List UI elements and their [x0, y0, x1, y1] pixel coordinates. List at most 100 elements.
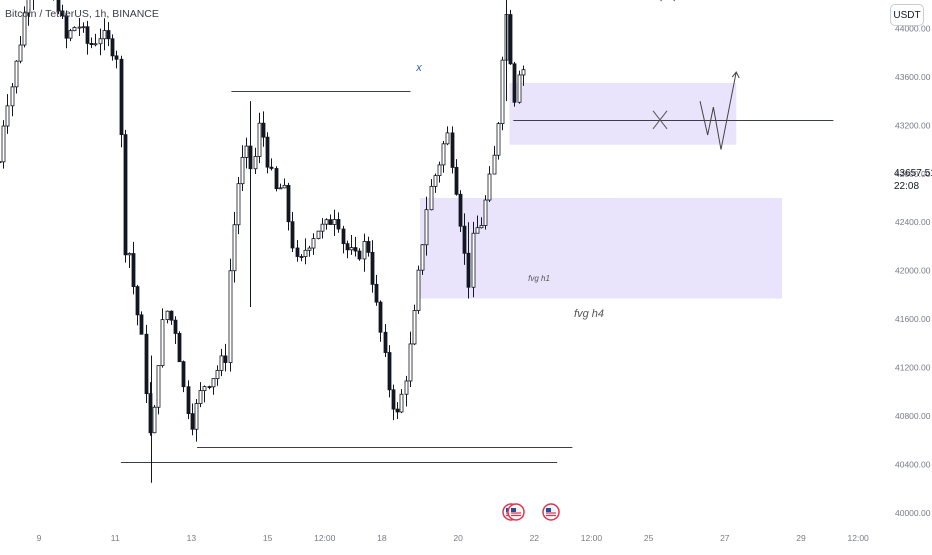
- candle-body: [441, 143, 446, 166]
- symbol-title[interactable]: Bitcoin / TetherUS, 1h, BINANCE: [5, 8, 159, 20]
- candle-body: [328, 219, 333, 225]
- projection-arrowhead: [731, 71, 740, 79]
- candle-body: [299, 256, 304, 258]
- candle-body: [236, 183, 241, 226]
- candle-body: [316, 230, 321, 239]
- current-price-label: 43657.51: [894, 168, 932, 179]
- candle-body: [77, 26, 82, 29]
- candle-body: [181, 361, 186, 388]
- candle-body: [68, 30, 73, 39]
- candle-body: [207, 386, 212, 388]
- candle-body: [160, 319, 165, 367]
- candle-body: [123, 134, 128, 256]
- candle-body: [378, 301, 383, 333]
- event-flags[interactable]: [502, 503, 560, 521]
- us-flag-event-icon[interactable]: [542, 503, 560, 521]
- candle-body: [324, 219, 329, 225]
- fvg-h4-zone: [420, 198, 782, 299]
- candle-body: [144, 333, 149, 395]
- candle-body: [345, 243, 350, 251]
- y-axis-tick-label: 43600.00: [895, 72, 931, 82]
- candle-body: [341, 228, 346, 245]
- target-zone: [509, 82, 737, 145]
- top-level-x-label[interactable]: x: [415, 62, 422, 74]
- price-tag: 43657.51 22:08: [894, 168, 932, 192]
- candle-body: [10, 86, 15, 107]
- marks-layer: [652, 0, 740, 150]
- candle-body: [387, 352, 392, 391]
- candle-body: [404, 380, 409, 395]
- candle-body: [5, 105, 10, 127]
- candle-body: [131, 253, 136, 287]
- candle-body: [135, 286, 140, 316]
- projection-path: [699, 71, 737, 150]
- candle-body: [215, 370, 220, 380]
- candle-body: [462, 225, 467, 254]
- fvg-h4-label[interactable]: fvg h4: [574, 308, 604, 320]
- candle-body: [269, 166, 274, 169]
- candle-body: [265, 136, 270, 168]
- candle-body: [496, 123, 501, 156]
- zones-layer: [420, 82, 782, 299]
- x-axis-tick-label: 25: [644, 533, 654, 543]
- candle-body: [22, 12, 27, 46]
- candle-body: [508, 14, 513, 65]
- candle-body: [119, 58, 124, 136]
- candle-body: [198, 390, 203, 404]
- candles-layer: [0, 0, 526, 483]
- candle-body: [487, 173, 492, 201]
- candle-body: [228, 270, 233, 363]
- candle-body: [374, 283, 379, 303]
- x-axis-tick-label: 27: [720, 533, 730, 543]
- candle-body: [282, 184, 287, 189]
- candle-body: [98, 38, 103, 45]
- x-axis-tick-label: 12:00: [848, 533, 870, 543]
- x-axis-tick-label: 29: [796, 533, 806, 543]
- candle-body: [64, 15, 69, 39]
- cross-mark: [652, 110, 668, 130]
- candle-body: [450, 132, 455, 168]
- candle-body: [165, 310, 170, 321]
- us-flag-event-icon[interactable]: [507, 503, 525, 521]
- candle-body: [433, 175, 438, 187]
- candle-body: [416, 269, 421, 311]
- candle-body: [93, 43, 98, 46]
- candle-body: [14, 60, 19, 88]
- candle-body: [202, 386, 207, 391]
- x-axis-tick-label: 9: [37, 533, 42, 543]
- candle-body: [332, 219, 337, 225]
- candle-body: [60, 10, 65, 17]
- y-axis-tick-label: 42000.00: [895, 266, 931, 276]
- candle-body: [223, 355, 228, 363]
- candle-body: [56, 0, 61, 12]
- candle-body: [307, 247, 312, 251]
- y-axis-tick-label: 40400.00: [895, 460, 931, 470]
- candle-body: [139, 314, 144, 335]
- candle-body: [186, 386, 191, 415]
- candle-body: [295, 247, 300, 257]
- candle-body: [483, 199, 488, 226]
- x-axis-tick-label: 18: [377, 533, 387, 543]
- candle-body: [370, 251, 375, 285]
- candle-body: [1, 125, 6, 163]
- bar-countdown-label: 22:08: [894, 181, 919, 192]
- currency-button[interactable]: USDT: [890, 4, 924, 26]
- candle-body: [257, 122, 262, 157]
- levels-layer: [120, 91, 834, 463]
- y-axis-tick-label: 43200.00: [895, 120, 931, 130]
- candle-body: [72, 27, 77, 32]
- candle-body: [156, 365, 161, 408]
- candle-body: [420, 244, 425, 271]
- candle-body: [190, 413, 195, 430]
- candle-body: [320, 223, 325, 232]
- fvg-h1-label[interactable]: fvg h1: [528, 274, 550, 283]
- candle-body: [429, 185, 434, 211]
- x-axis-tick-label: 12:00: [581, 533, 603, 543]
- candle-body: [424, 209, 429, 246]
- candle-body: [26, 0, 31, 14]
- y-axis-tick-label: 42400.00: [895, 217, 931, 227]
- candle-body: [244, 145, 249, 158]
- candle-body: [492, 154, 497, 175]
